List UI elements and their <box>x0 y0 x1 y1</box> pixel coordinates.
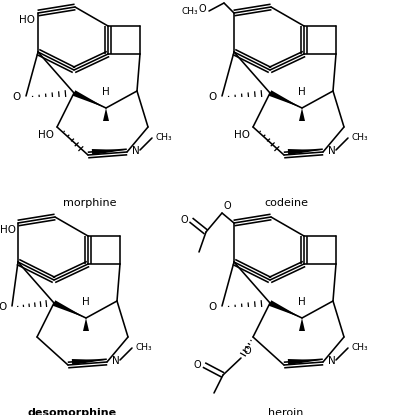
Text: O: O <box>0 302 7 312</box>
Polygon shape <box>288 359 321 365</box>
Text: O: O <box>193 360 201 370</box>
Text: O: O <box>224 201 231 211</box>
Text: HO: HO <box>19 15 35 25</box>
Text: H: H <box>298 87 306 97</box>
Text: H: H <box>82 297 90 307</box>
Polygon shape <box>288 149 321 155</box>
Polygon shape <box>299 108 305 121</box>
Text: H: H <box>298 297 306 307</box>
Text: CH₃: CH₃ <box>135 342 152 352</box>
Text: CH₃: CH₃ <box>155 132 172 142</box>
Polygon shape <box>269 90 302 108</box>
Text: HO: HO <box>234 130 250 140</box>
Text: O: O <box>13 92 21 102</box>
Polygon shape <box>73 90 106 108</box>
Text: HO: HO <box>38 130 54 140</box>
Text: O: O <box>180 215 188 225</box>
Text: O: O <box>244 346 252 356</box>
Text: O: O <box>198 4 206 14</box>
Polygon shape <box>83 318 89 331</box>
Text: O: O <box>209 92 217 102</box>
Text: CH₃: CH₃ <box>182 7 198 15</box>
Text: N: N <box>328 146 336 156</box>
Polygon shape <box>269 300 302 318</box>
Text: HO: HO <box>0 225 16 235</box>
Text: H: H <box>102 87 110 97</box>
Polygon shape <box>72 359 105 365</box>
Text: CH₃: CH₃ <box>351 342 367 352</box>
Text: CH₃: CH₃ <box>351 132 367 142</box>
Text: N: N <box>328 356 336 366</box>
Text: morphine: morphine <box>63 198 117 208</box>
Text: codeine: codeine <box>264 198 308 208</box>
Text: desomorphine: desomorphine <box>28 408 117 415</box>
Polygon shape <box>92 149 125 155</box>
Text: N: N <box>112 356 120 366</box>
Polygon shape <box>53 300 86 318</box>
Polygon shape <box>299 318 305 331</box>
Polygon shape <box>103 108 109 121</box>
Text: O: O <box>209 302 217 312</box>
Text: heroin: heroin <box>268 408 304 415</box>
Text: N: N <box>132 146 140 156</box>
